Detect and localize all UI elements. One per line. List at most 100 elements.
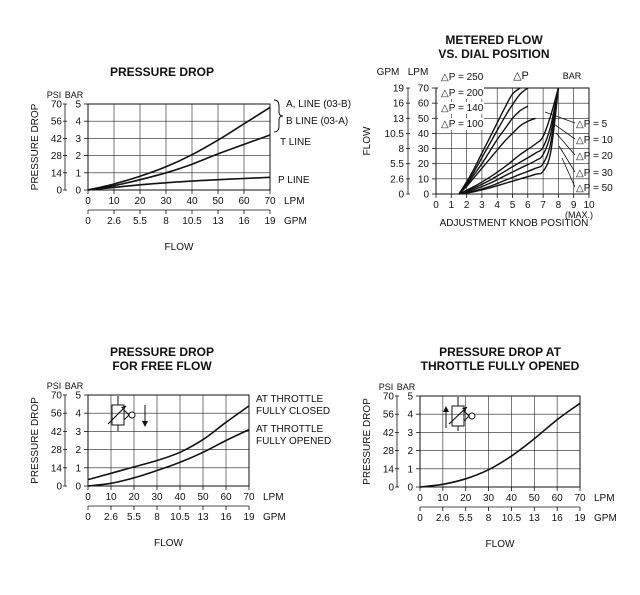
x-tick-label-gpm: 10.5 <box>502 513 522 524</box>
x-tick-label: 1 <box>449 200 455 211</box>
y-tick-label-psi: 14 <box>51 463 63 474</box>
x-tick-label: 2 <box>464 200 470 211</box>
series-label: △P = 5 <box>576 119 608 130</box>
x-tick-label: 0 <box>433 200 439 211</box>
x-tick-label-gpm: 10.5 <box>170 512 190 523</box>
chart-title: PRESSURE DROP <box>110 345 214 359</box>
x-unit-label: GPM <box>284 216 307 227</box>
x-tick-label-gpm: 19 <box>264 216 276 227</box>
x-unit-label: GPM <box>594 513 617 524</box>
series-label-bg <box>438 71 484 83</box>
x-tick-label-lpm: 70 <box>264 196 276 207</box>
x-tick-label-gpm: 5.5 <box>459 513 473 524</box>
leader-line <box>550 121 576 140</box>
x-tick-label-lpm: 10 <box>105 492 117 503</box>
series-line <box>87 405 250 481</box>
series-label: △P = 30 <box>576 168 613 179</box>
x-tick-label-lpm: 30 <box>160 196 172 207</box>
series-line <box>458 87 560 195</box>
series-label-closed: AT THROTTLE <box>256 394 324 405</box>
y-unit-label: BAR <box>65 90 84 100</box>
leader-line <box>555 132 576 156</box>
y-tick-label-psi: 70 <box>51 391 63 402</box>
x-unit-label: LPM <box>263 492 284 503</box>
y-tick-label-bar: 5 <box>75 100 81 111</box>
arrow-head <box>462 407 467 411</box>
y-unit-label: BAR <box>397 382 416 392</box>
y-tick-label-bar: 5 <box>407 392 413 403</box>
y-tick-label-psi: 70 <box>51 100 63 111</box>
x-tick-label-gpm: 0 <box>85 512 91 523</box>
y-axis-title: PRESSURE DROP <box>362 398 373 485</box>
y-unit-label: PSI <box>379 382 394 392</box>
series-line <box>458 87 560 195</box>
y-tick-label-bar: 1 <box>407 464 413 475</box>
x-unit-label: LPM <box>284 196 305 207</box>
y-tick-label-lpm: 50 <box>418 114 430 125</box>
chart-title: VS. DIAL POSITION <box>438 47 549 61</box>
y-tick-label-psi: 0 <box>56 186 62 197</box>
check-ball <box>128 411 136 419</box>
chart-title: METERED FLOW <box>445 33 543 47</box>
x-tick-label-lpm: 70 <box>243 492 255 503</box>
x-tick-label-gpm: 16 <box>552 513 564 524</box>
x-tick-label-gpm: 5.5 <box>127 512 141 523</box>
series-line <box>87 176 271 191</box>
y-tick-label-lpm: 10 <box>418 174 430 185</box>
x-tick-label-lpm: 20 <box>460 493 472 504</box>
x-tick-label: 8 <box>556 200 562 211</box>
x-tick-label-gpm: 16 <box>220 512 232 523</box>
arrow-head <box>443 406 449 412</box>
y-tick-label-psi: 0 <box>388 483 394 494</box>
y-unit-label: BAR <box>65 381 84 391</box>
series-label-bg <box>438 118 484 130</box>
valve-symbol <box>107 396 148 431</box>
y-tick-label-bar: 2 <box>407 446 413 457</box>
x-tick-label-lpm: 50 <box>529 493 541 504</box>
plot-frame <box>419 395 581 488</box>
series-label-opened: AT THROTTLE <box>256 424 324 435</box>
y-tick-label-psi: 56 <box>383 410 395 421</box>
y-tick-label-bar: 0 <box>75 482 81 493</box>
series-line <box>458 87 560 195</box>
series-label-b: B LINE (03-A) <box>286 116 348 127</box>
y-tick-label-bar: 2 <box>75 445 81 456</box>
x-tick-label-gpm: 5.5 <box>133 216 147 227</box>
x-tick-label-gpm: 2.6 <box>436 513 450 524</box>
series-label-opened: FULLY OPENED <box>256 436 331 447</box>
y-unit-label: PSI <box>47 90 62 100</box>
y-tick-label-gpm: 8 <box>398 144 404 155</box>
y-axis-title: PRESSURE DROP <box>30 397 41 484</box>
x-tick-label-lpm: 30 <box>151 492 163 503</box>
series-line <box>458 87 560 195</box>
series-line <box>458 117 536 195</box>
x-tick-label: 6 <box>525 200 531 211</box>
y-tick-label-psi: 0 <box>56 482 62 493</box>
x-tick-label: 9 <box>571 200 577 211</box>
y-tick-label-bar: 2 <box>75 151 81 162</box>
y-tick-label-gpm: 13 <box>393 114 405 125</box>
x-tick-label: 4 <box>494 200 500 211</box>
x-axis-title: ADJUSTMENT KNOB POSITION <box>440 218 589 229</box>
x-tick-label-lpm: 0 <box>85 196 91 207</box>
y-tick-label-bar: 0 <box>75 186 81 197</box>
x-tick-label-lpm: 0 <box>417 493 423 504</box>
x-tick-label-gpm: 13 <box>529 513 541 524</box>
x-tick-label-lpm: 10 <box>108 196 120 207</box>
y-unit-label: GPM <box>377 67 400 78</box>
x-tick-label: 7 <box>540 200 546 211</box>
x-tick-label-lpm: 50 <box>197 492 209 503</box>
x-tick-label-gpm: 2.6 <box>104 512 118 523</box>
y-tick-label-bar: 5 <box>75 391 81 402</box>
x-tick-label-gpm: 10.5 <box>182 216 202 227</box>
y-tick-label-lpm: 0 <box>423 190 429 201</box>
x-tick-label-lpm: 60 <box>220 492 232 503</box>
series-label-bg <box>438 102 484 114</box>
series-line <box>458 87 560 195</box>
x-tick-label-gpm: 13 <box>212 216 224 227</box>
y-tick-label-psi: 28 <box>51 445 63 456</box>
y-tick-label-psi: 42 <box>383 428 395 439</box>
